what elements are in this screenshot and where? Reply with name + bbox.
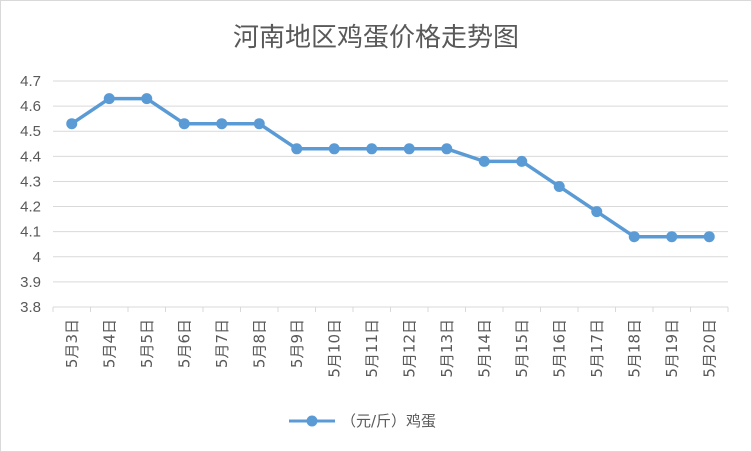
x-category-label: 5月5日 xyxy=(138,319,156,368)
data-point[interactable] xyxy=(291,143,303,155)
x-category-label: 5月7日 xyxy=(213,319,231,368)
x-category-label: 5月15日 xyxy=(513,319,531,378)
x-category-label: 5月10日 xyxy=(325,319,343,378)
data-point[interactable] xyxy=(253,118,265,130)
series-line xyxy=(70,96,711,239)
data-point[interactable] xyxy=(366,143,378,155)
y-tick-label: 4 xyxy=(33,249,41,266)
x-category-label: 5月9日 xyxy=(288,319,306,368)
data-point[interactable] xyxy=(441,143,453,155)
legend[interactable]: （元/斤）鸡蛋 xyxy=(289,412,436,430)
x-category-label: 5月14日 xyxy=(475,319,493,378)
data-point[interactable] xyxy=(66,118,78,130)
legend-marker xyxy=(306,415,318,427)
data-point[interactable] xyxy=(103,93,115,105)
y-tick-label: 3.9 xyxy=(20,274,41,291)
data-point[interactable] xyxy=(666,231,678,243)
y-tick-label: 4.5 xyxy=(20,123,41,140)
data-point[interactable] xyxy=(628,231,640,243)
series-layer xyxy=(66,93,715,243)
y-tick-label: 4.4 xyxy=(20,148,41,165)
x-category-label: 5月17日 xyxy=(588,319,606,378)
x-category-label: 5月16日 xyxy=(550,319,568,378)
y-tick-label: 3.8 xyxy=(20,299,41,316)
data-point[interactable] xyxy=(553,180,565,192)
y-tick-label: 4.2 xyxy=(20,199,41,216)
x-category-label: 5月18日 xyxy=(625,319,643,378)
x-category-label: 5月8日 xyxy=(250,319,268,368)
y-tick-label: 4.3 xyxy=(20,173,41,190)
x-category-label: 5月4日 xyxy=(100,319,118,368)
y-tick-label: 4.1 xyxy=(20,224,41,241)
data-point[interactable] xyxy=(478,155,490,167)
x-category-label: 5月20日 xyxy=(700,319,718,378)
data-point[interactable] xyxy=(516,155,528,167)
x-category-label: 5月19日 xyxy=(663,319,681,378)
data-point[interactable] xyxy=(703,231,715,243)
chart-title: 河南地区鸡蛋价格走势图 xyxy=(233,23,519,53)
y-axis-ticks: 4.7 4.6 4.5 4.4 4.3 4.2 4.1 4 3.9 3.8 xyxy=(20,73,41,316)
y-tick-label: 4.6 xyxy=(20,98,41,115)
legend-series-label: （元/斤）鸡蛋 xyxy=(341,412,436,430)
data-point[interactable] xyxy=(403,143,415,155)
data-point[interactable] xyxy=(591,206,603,218)
data-point[interactable] xyxy=(178,118,190,130)
x-category-label: 5月11日 xyxy=(363,319,381,378)
data-point[interactable] xyxy=(216,118,228,130)
data-point[interactable] xyxy=(141,93,153,105)
x-axis-categories: 5月3日 5月4日 5月5日 5月6日 5月7日 5月8日 5月9日 5月10日 5月11日 5月… xyxy=(52,307,729,378)
x-category-label: 5月12日 xyxy=(400,319,418,378)
x-category-label: 5月3日 xyxy=(63,319,81,368)
y-tick-label: 4.7 xyxy=(20,73,41,90)
x-category-label: 5月6日 xyxy=(175,319,193,368)
gridlines xyxy=(53,80,728,308)
x-category-label: 5月13日 xyxy=(438,319,456,378)
data-point[interactable] xyxy=(328,143,340,155)
